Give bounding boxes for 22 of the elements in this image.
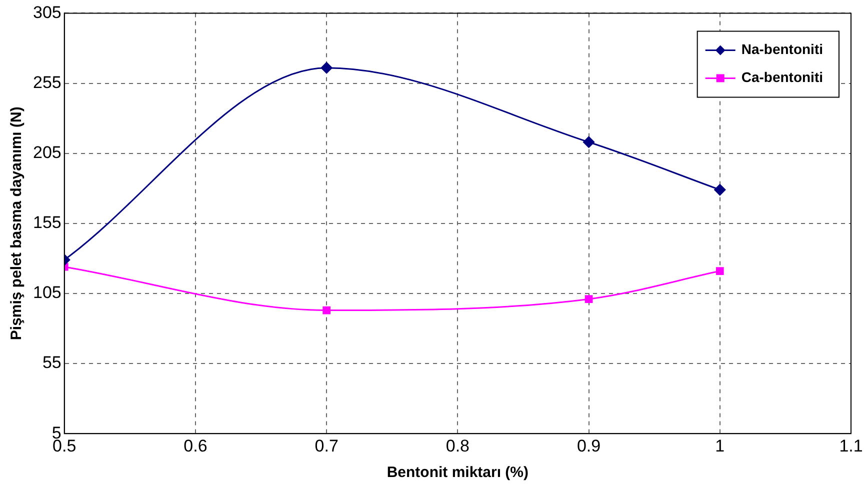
x-tick-label: 1 [715,436,725,456]
y-tick-label: 55 [42,353,62,372]
point [716,267,724,275]
x-tick-label: 0.8 [446,436,470,456]
point [320,62,332,74]
y-tick-label: 155 [32,213,62,232]
point [322,306,331,314]
legend-label: Na-bentoniti [741,41,823,58]
x-axis-title: Bentonit miktarı (%) [386,464,529,482]
point [714,184,726,196]
legend-label: Ca-bentoniti [741,69,823,86]
x-tick-label: 0.6 [184,436,208,456]
point [584,295,593,304]
y-axis-title: Pişmiş pelet basma dayanımı (N) [8,106,26,340]
x-tick-label: 1.1 [839,436,863,456]
y-tick-label: 305 [32,2,62,22]
x-tick-label: 0.9 [576,436,601,456]
x-tick-label: 0.7 [314,436,338,456]
point [583,136,595,148]
y-tick-label: 105 [32,283,62,302]
y-tick-label: 255 [32,72,62,92]
y-tick-label: 205 [32,143,62,162]
